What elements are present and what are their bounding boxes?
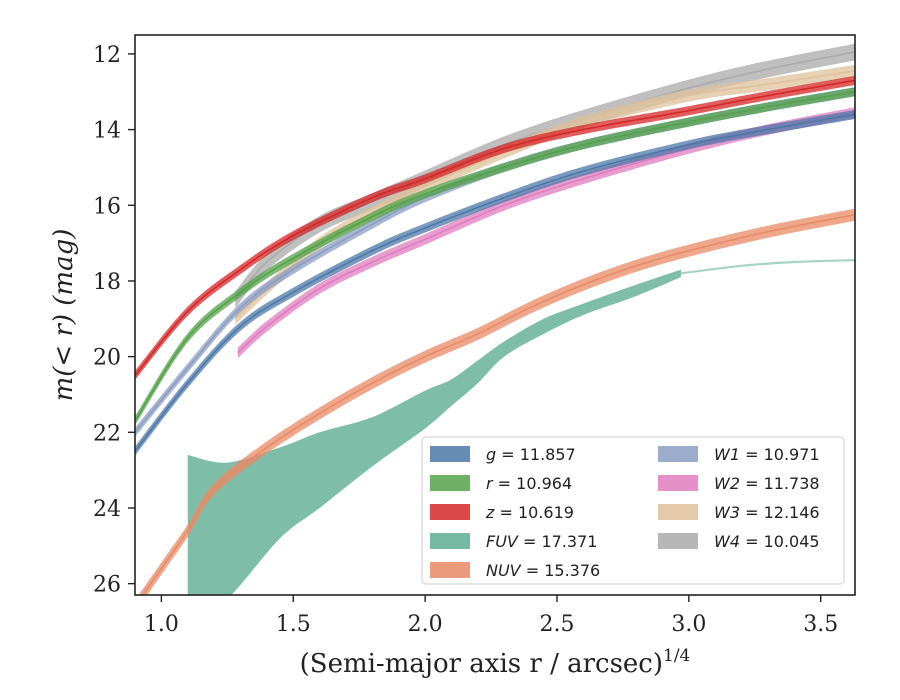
series-fuv [187,259,855,595]
series-z [135,75,855,381]
legend-entry-r: r = 10.964 [430,474,572,493]
legend-swatch [658,446,698,462]
legend-swatch [430,533,470,549]
x-tick-label: 1.0 [144,612,179,637]
y-tick-label: 22 [93,421,121,446]
legend-band-name: W2 [714,474,740,493]
legend-band-name: g [486,445,496,464]
legend-swatch [430,446,470,462]
x-tick-label: 3.0 [671,612,706,637]
legend-label: FUV = 17.371 [486,532,597,551]
x-tick-label: 2.0 [408,612,443,637]
plot-frame [134,34,856,596]
legend-label: z = 10.619 [485,503,574,522]
legend-band-value: = 12.146 [740,503,820,522]
legend-swatch [430,475,470,491]
series-fuv-tail [680,259,855,275]
legend-band-value: = 10.045 [740,532,820,551]
tick-layer: 1.0 1.5 2.0 2.5 3.0 3.5 12 14 16 18 20 22 24 26 [93,43,838,637]
legend-band-name: W4 [714,532,740,551]
legend-swatch [430,504,470,520]
legend-swatch [430,562,470,578]
legend-label: g = 11.857 [486,445,576,464]
legend-band-value: = 10.971 [740,445,820,464]
legend-band-name: NUV [486,561,522,580]
legend-entry-z: z = 10.619 [430,503,574,522]
legend-label: W2 = 11.738 [714,474,820,493]
legend-band-name: W1 [714,445,740,464]
x-tick-label: 2.5 [539,612,574,637]
x-axis-title: (Semi-major axis r / arcsec)1/4 [300,646,691,679]
series-layer [135,43,855,595]
legend-band-value: = 10.619 [494,503,574,522]
y-tick-label: 12 [93,43,121,68]
legend-entry-w4: W4 = 10.045 [658,532,820,551]
y-tick-label: 18 [93,270,121,295]
y-tick-label: 20 [93,346,121,371]
series-r-line [135,90,855,422]
legend-band-name: z [485,503,495,522]
x-axis-title-text: (Semi-major axis r / arcsec) [300,649,663,679]
legend-entry-fuv: FUV = 17.371 [430,532,597,551]
series-z-line [135,79,855,377]
x-tick-label: 3.5 [803,612,838,637]
legend-swatch [658,504,698,520]
series-fuv-band [187,269,681,595]
legend-swatch [658,533,698,549]
y-tick-label: 26 [93,573,121,598]
legend-label: W4 = 10.045 [714,532,820,551]
series-nuv-line [141,213,855,595]
series-nuv [138,208,855,595]
legend-entry-w1: W1 = 10.971 [658,445,820,464]
legend-box [421,436,845,585]
legend-band-name: W3 [714,503,740,522]
legend-entry-w3: W3 = 12.146 [658,503,820,522]
y-tick-label: 24 [93,497,121,522]
y-tick-label: 16 [93,194,121,219]
series-g [135,109,855,456]
legend-band-value: = 11.738 [740,474,820,493]
legend-band-value: = 15.376 [521,561,601,580]
legend-entry-w2: W2 = 11.738 [658,474,820,493]
y-axis-title: m(< r) (mag) [49,229,79,402]
y-tick-label: 14 [93,119,121,144]
x-axis-title-exponent: 1/4 [663,646,690,666]
series-g-line [135,113,855,452]
series-w4-band [235,43,855,309]
x-tick-label: 1.5 [276,612,311,637]
legend-band-value: = 17.371 [518,532,598,551]
legend-label: NUV = 15.376 [486,561,600,580]
series-r [135,87,855,426]
legend-band-name: r [486,474,494,493]
legend-band-value: = 10.964 [493,474,573,493]
legend-band-value: = 11.857 [496,445,576,464]
legend-entry-g: g = 11.857 [430,445,576,464]
legend-band-name: FUV [486,532,519,551]
legend-label: W1 = 10.971 [714,445,820,464]
legend-label: W3 = 12.146 [714,503,820,522]
legend-entry-nuv: NUV = 15.376 [430,561,600,580]
legend-label: r = 10.964 [486,474,572,493]
legend-swatch [658,475,698,491]
